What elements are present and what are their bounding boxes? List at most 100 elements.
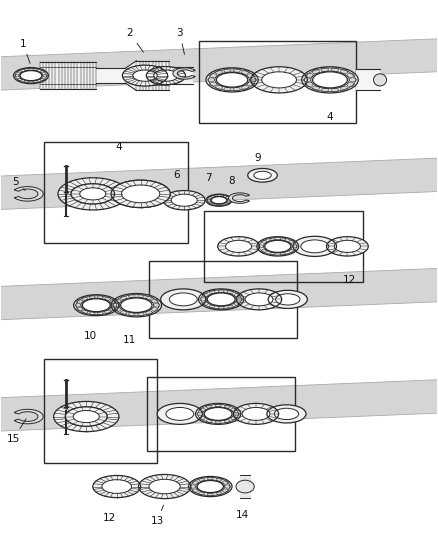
Ellipse shape bbox=[234, 302, 240, 305]
Ellipse shape bbox=[292, 245, 297, 248]
Ellipse shape bbox=[146, 67, 185, 85]
Ellipse shape bbox=[112, 304, 117, 307]
Ellipse shape bbox=[270, 252, 275, 255]
Ellipse shape bbox=[223, 481, 228, 484]
Text: 1: 1 bbox=[20, 39, 30, 63]
Ellipse shape bbox=[206, 419, 212, 423]
Ellipse shape bbox=[209, 202, 212, 204]
Ellipse shape bbox=[71, 184, 115, 204]
Ellipse shape bbox=[218, 237, 259, 256]
Ellipse shape bbox=[152, 308, 158, 311]
Ellipse shape bbox=[214, 204, 218, 206]
Bar bbox=[204, 211, 363, 282]
Ellipse shape bbox=[224, 87, 231, 91]
Ellipse shape bbox=[233, 412, 240, 416]
Ellipse shape bbox=[210, 74, 217, 78]
Ellipse shape bbox=[251, 67, 307, 93]
Ellipse shape bbox=[276, 294, 300, 305]
Ellipse shape bbox=[321, 68, 328, 71]
Ellipse shape bbox=[214, 195, 218, 197]
Ellipse shape bbox=[113, 303, 119, 307]
Ellipse shape bbox=[122, 65, 168, 86]
Ellipse shape bbox=[170, 293, 197, 306]
Ellipse shape bbox=[82, 310, 88, 313]
Ellipse shape bbox=[209, 196, 212, 198]
Ellipse shape bbox=[171, 194, 197, 206]
Ellipse shape bbox=[18, 78, 22, 80]
Ellipse shape bbox=[224, 68, 231, 72]
Text: 8: 8 bbox=[229, 175, 235, 185]
Ellipse shape bbox=[166, 407, 194, 421]
Polygon shape bbox=[356, 69, 380, 91]
Ellipse shape bbox=[82, 297, 88, 300]
Polygon shape bbox=[0, 379, 438, 431]
Ellipse shape bbox=[347, 83, 354, 86]
Ellipse shape bbox=[233, 403, 279, 424]
Ellipse shape bbox=[228, 199, 231, 201]
Polygon shape bbox=[125, 61, 136, 91]
Ellipse shape bbox=[257, 237, 299, 256]
Ellipse shape bbox=[261, 72, 297, 88]
Ellipse shape bbox=[157, 403, 202, 424]
Ellipse shape bbox=[111, 294, 162, 317]
Ellipse shape bbox=[161, 289, 206, 310]
Ellipse shape bbox=[207, 493, 213, 496]
Ellipse shape bbox=[227, 290, 233, 294]
Ellipse shape bbox=[110, 307, 116, 311]
Ellipse shape bbox=[121, 185, 160, 203]
Ellipse shape bbox=[71, 184, 115, 204]
Ellipse shape bbox=[120, 296, 127, 300]
Ellipse shape bbox=[197, 412, 203, 416]
Ellipse shape bbox=[197, 480, 223, 492]
Text: 12: 12 bbox=[102, 513, 116, 523]
Ellipse shape bbox=[274, 408, 299, 419]
Ellipse shape bbox=[258, 245, 264, 248]
Ellipse shape bbox=[233, 87, 240, 91]
Ellipse shape bbox=[121, 185, 160, 203]
Ellipse shape bbox=[216, 478, 222, 481]
Ellipse shape bbox=[80, 188, 106, 200]
Ellipse shape bbox=[215, 85, 223, 90]
Ellipse shape bbox=[105, 310, 111, 313]
Text: 2: 2 bbox=[127, 28, 143, 52]
Ellipse shape bbox=[138, 474, 191, 499]
Ellipse shape bbox=[138, 313, 144, 316]
Ellipse shape bbox=[247, 74, 254, 78]
Ellipse shape bbox=[237, 298, 242, 301]
Ellipse shape bbox=[111, 180, 170, 207]
Ellipse shape bbox=[89, 295, 95, 298]
Ellipse shape bbox=[199, 408, 205, 411]
Ellipse shape bbox=[138, 294, 144, 298]
Ellipse shape bbox=[241, 85, 249, 90]
Ellipse shape bbox=[198, 492, 205, 495]
Ellipse shape bbox=[33, 80, 38, 83]
Ellipse shape bbox=[223, 489, 228, 492]
Ellipse shape bbox=[207, 199, 210, 201]
Ellipse shape bbox=[226, 196, 229, 198]
Polygon shape bbox=[14, 187, 43, 201]
Ellipse shape bbox=[312, 86, 319, 90]
Ellipse shape bbox=[200, 298, 206, 301]
Polygon shape bbox=[136, 61, 169, 91]
Ellipse shape bbox=[216, 492, 222, 495]
Ellipse shape bbox=[326, 237, 368, 256]
Ellipse shape bbox=[33, 68, 38, 71]
Ellipse shape bbox=[249, 78, 257, 82]
Ellipse shape bbox=[334, 240, 360, 253]
Ellipse shape bbox=[120, 311, 127, 314]
Text: 4: 4 bbox=[116, 142, 122, 152]
Polygon shape bbox=[0, 38, 438, 91]
Ellipse shape bbox=[43, 75, 47, 77]
Ellipse shape bbox=[245, 293, 273, 306]
Text: 7: 7 bbox=[205, 173, 212, 183]
Ellipse shape bbox=[111, 180, 170, 207]
Ellipse shape bbox=[40, 78, 45, 80]
Ellipse shape bbox=[207, 477, 213, 480]
Polygon shape bbox=[96, 68, 125, 83]
Ellipse shape bbox=[289, 249, 294, 253]
Ellipse shape bbox=[218, 306, 224, 310]
Ellipse shape bbox=[153, 303, 160, 307]
Polygon shape bbox=[14, 409, 43, 424]
Ellipse shape bbox=[216, 72, 248, 87]
Ellipse shape bbox=[192, 489, 198, 492]
